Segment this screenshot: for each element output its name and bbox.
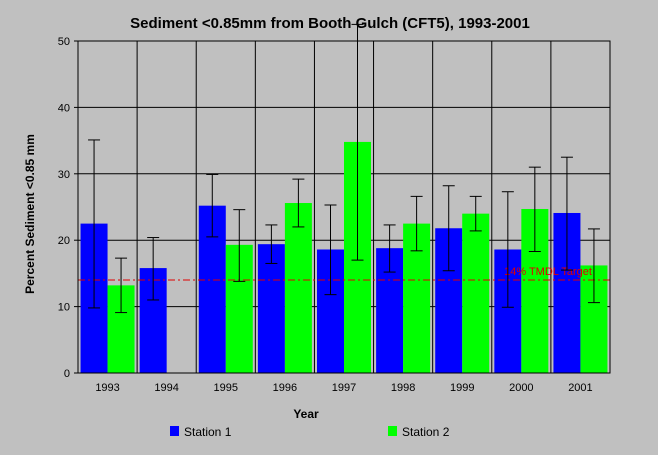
x-tick-label: 1995 [214, 382, 238, 394]
x-axis-label: Year [293, 407, 319, 421]
bar-station-1-1996 [257, 244, 285, 373]
y-tick-label: 0 [64, 368, 70, 380]
y-tick-label: 20 [58, 235, 70, 247]
y-tick-label: 50 [58, 36, 70, 48]
y-tick-label: 30 [58, 169, 70, 181]
legend: Station 1 Station 2 [170, 425, 450, 439]
bar-station-2-1999 [462, 213, 490, 373]
x-tick-label: 2001 [568, 382, 592, 394]
reference-line-label: 14% TMDL Target [504, 266, 592, 278]
y-tick-label: 10 [58, 302, 70, 314]
y-tick-label: 40 [58, 102, 70, 114]
x-tick-label: 1999 [450, 382, 474, 394]
legend-swatch-2 [388, 426, 397, 436]
x-tick-label: 2000 [509, 382, 533, 394]
x-tick-label: 1993 [95, 382, 119, 394]
legend-label-2: Station 2 [402, 425, 450, 439]
plot-border [77, 40, 611, 374]
x-tick-label: 1994 [154, 382, 178, 394]
plot-area: 0 10 20 30 40 50 14% TMDL Target 1993 1994 1995 19… [58, 23, 611, 394]
x-tick-label: 1996 [273, 382, 297, 394]
x-tick-label: 1998 [391, 382, 415, 394]
legend-swatch-1 [170, 426, 179, 436]
x-tick-label: 1997 [332, 382, 356, 394]
bar-station-2-1996 [284, 203, 312, 373]
legend-label-1: Station 1 [184, 425, 232, 439]
chart-title: Sediment <0.85mm from Booth Gulch (CFT5)… [130, 15, 530, 32]
y-axis-label: Percent Sediment <0.85 mm [23, 134, 37, 294]
